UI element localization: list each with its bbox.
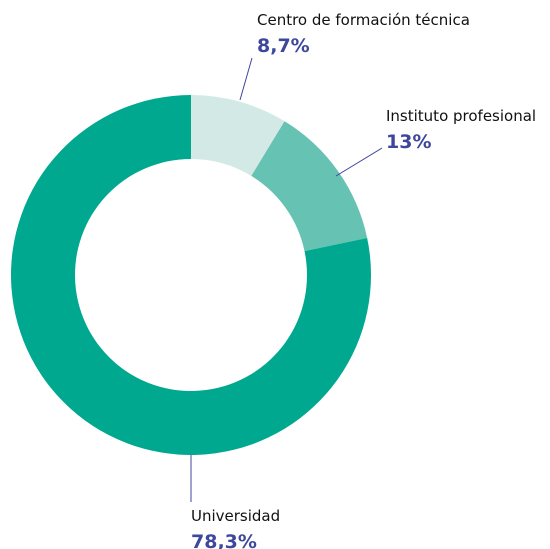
slice bbox=[11, 95, 371, 456]
value-label: 8,7% bbox=[257, 35, 310, 57]
category-label: Instituto profesional bbox=[386, 107, 536, 125]
leader-line bbox=[335, 147, 383, 177]
leader-line bbox=[239, 57, 253, 101]
slice bbox=[191, 95, 285, 176]
value-label: 13% bbox=[386, 131, 431, 153]
value-label: 78,3% bbox=[191, 531, 257, 549]
category-label: Universidad bbox=[191, 507, 280, 525]
slice bbox=[251, 121, 368, 252]
category-label: Centro de formación técnica bbox=[257, 11, 470, 29]
